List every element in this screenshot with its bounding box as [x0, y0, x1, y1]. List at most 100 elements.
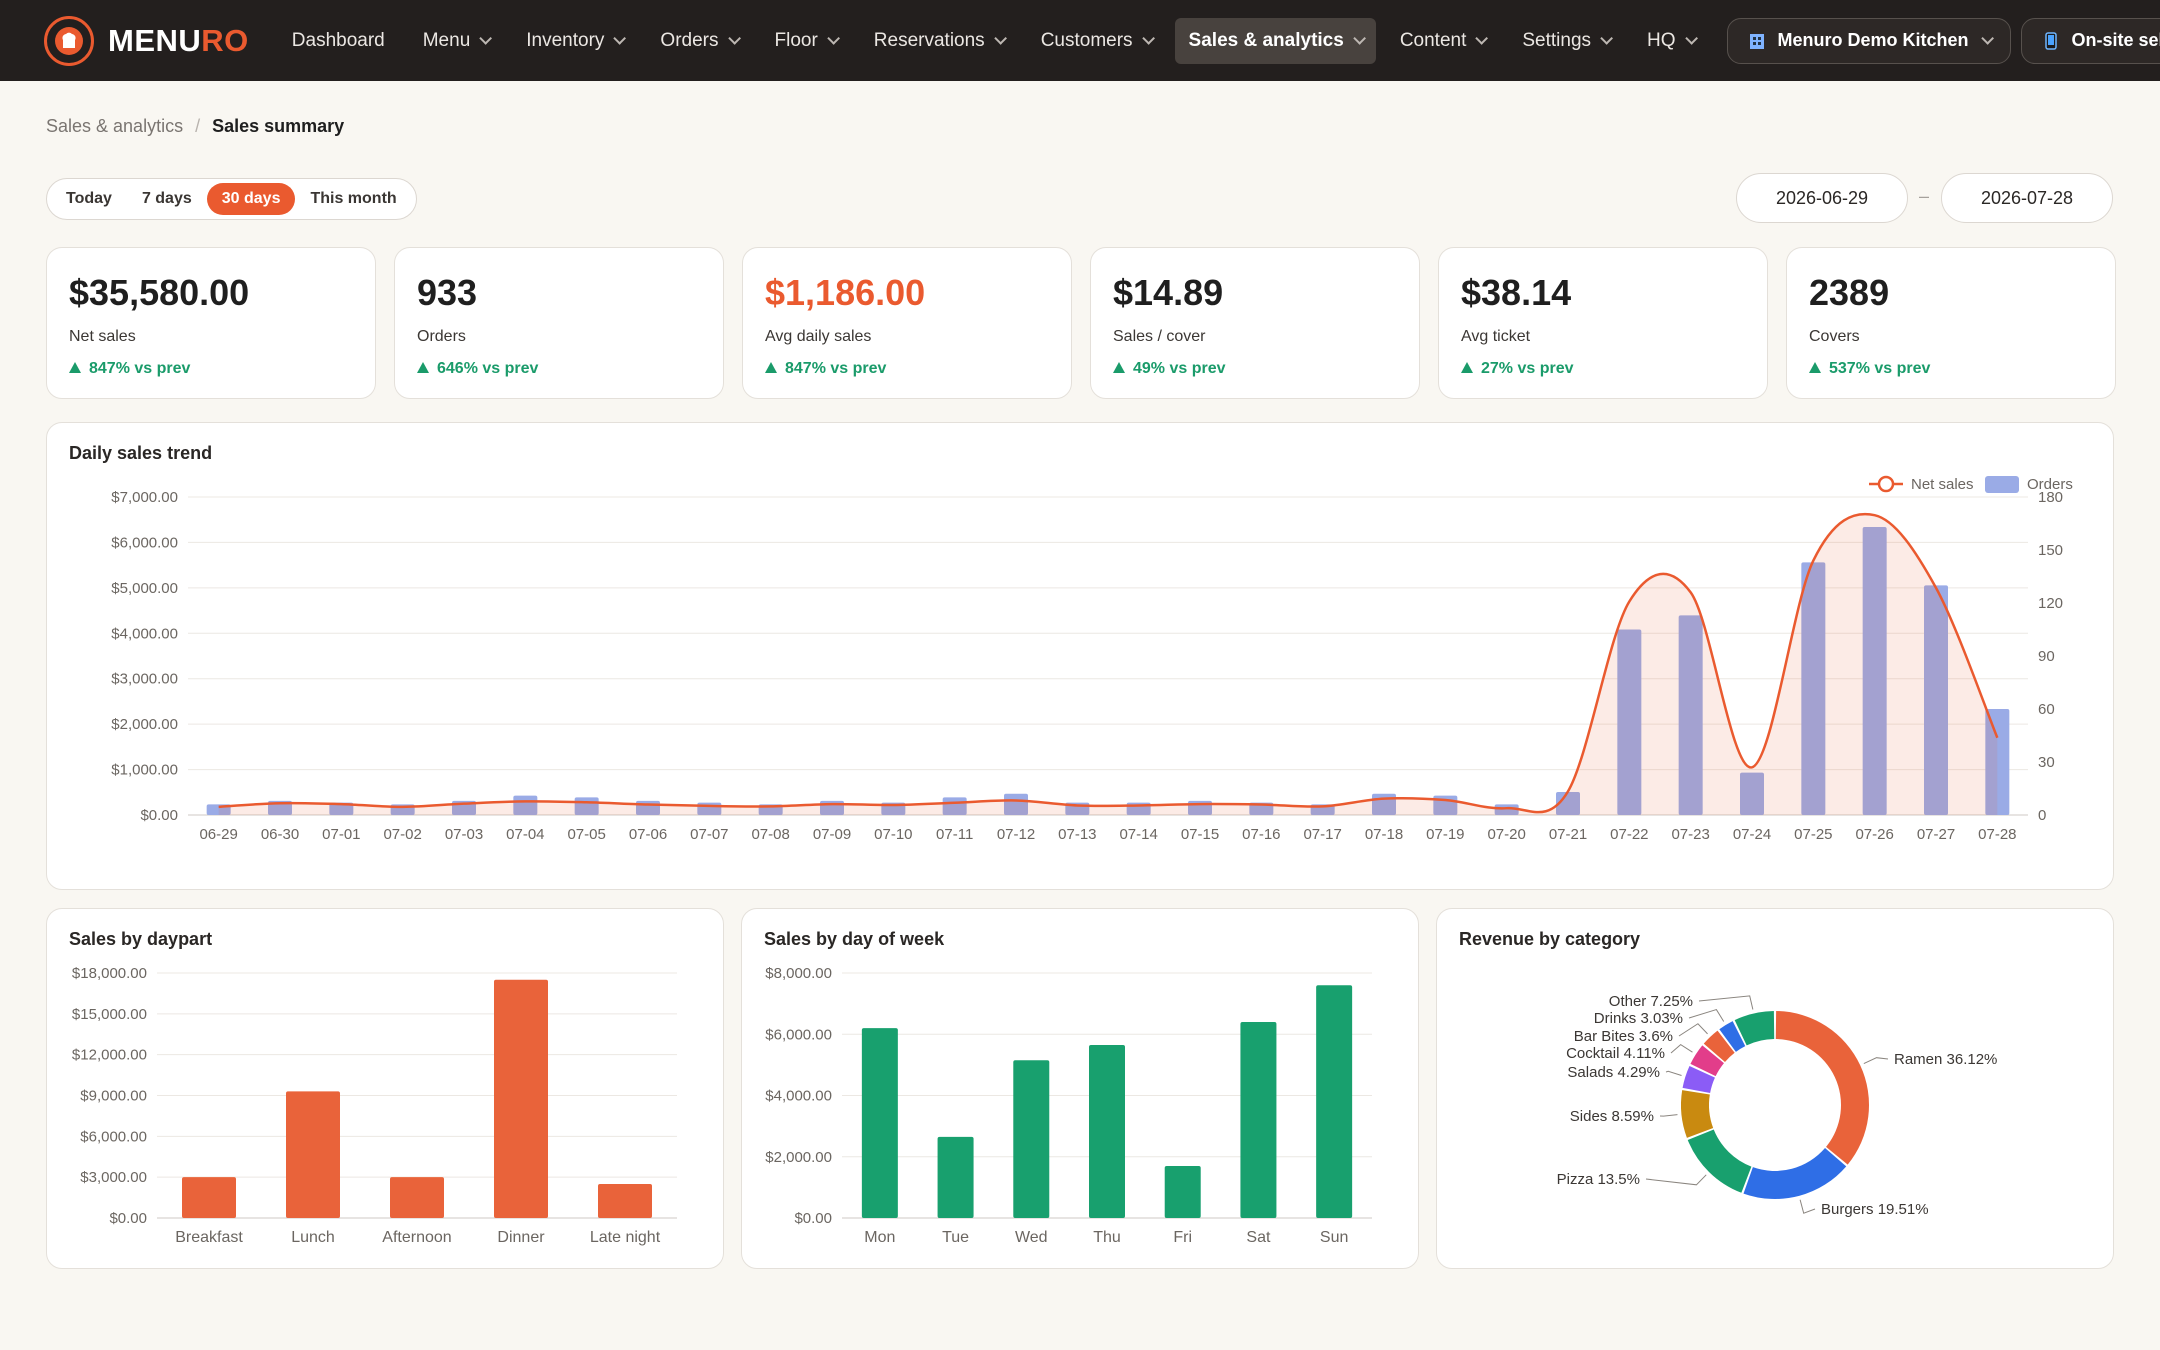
category-donut-chart[interactable]: Ramen 36.12% Burgers 19.51% Pizza 13.5% Sid…	[1437, 909, 2115, 1270]
bar-fri[interactable]	[1164, 1165, 1201, 1218]
x-tick-label: 07-26	[1855, 826, 1893, 843]
chevron-down-icon	[993, 32, 1007, 45]
orders-bar[interactable]	[1740, 772, 1764, 815]
chart-title: Sales by day of week	[764, 929, 945, 949]
start-date-input[interactable]: 2026-06-29	[1736, 173, 1908, 223]
bar-afternoon[interactable]	[390, 1177, 444, 1218]
slice-ramen[interactable]	[1775, 1011, 1869, 1165]
nav-customers[interactable]: Customers	[1027, 18, 1165, 64]
y-tick-label-left: $7,000.00	[111, 489, 178, 506]
location-selector[interactable]: Menuro Demo Kitchen	[1726, 17, 2011, 64]
orders-bar[interactable]	[1801, 562, 1826, 815]
slice-salads[interactable]	[1682, 1065, 1715, 1093]
nav-label: Content	[1399, 29, 1467, 51]
slice-other[interactable]	[1734, 1011, 1775, 1046]
nav-content[interactable]: Content	[1386, 18, 1499, 64]
end-date-input[interactable]: 2026-07-28	[1941, 173, 2113, 223]
x-tick-label: Lunch	[291, 1229, 335, 1246]
building-icon	[1749, 33, 1764, 49]
nav-label: Menu	[422, 29, 471, 51]
x-tick-label: 07-10	[874, 826, 912, 843]
bar-wed[interactable]	[1013, 1060, 1050, 1218]
nav-label: Reservations	[873, 29, 985, 51]
x-tick-label: 07-20	[1487, 826, 1525, 843]
slice-sides[interactable]	[1681, 1090, 1714, 1138]
nav-dashboard[interactable]: Dashboard	[278, 18, 399, 64]
nav-reservations[interactable]: Reservations	[860, 18, 1017, 64]
y-tick-label-right: 150	[2038, 542, 2063, 559]
category-card: Revenue by category Ramen 36.12% Burgers …	[1436, 908, 2114, 1269]
nav-settings[interactable]: Settings	[1508, 18, 1623, 64]
label-leader-line	[1698, 995, 1754, 1010]
kpi-label: Avg ticket	[1461, 328, 1531, 345]
location-label: Menuro Demo Kitchen	[1777, 30, 1969, 50]
y-tick-label-left: $5,000.00	[111, 580, 178, 597]
slice-cocktail[interactable]	[1690, 1045, 1724, 1077]
y-tick-label: $6,000.00	[80, 1128, 147, 1145]
range-today-button[interactable]: Today	[66, 190, 112, 207]
nav-orders[interactable]: Orders	[646, 18, 750, 64]
selforder-button[interactable]: On-site self-order	[2020, 17, 2160, 64]
kpi-card-sales-cover: $14.89 Sales / cover 49% vs prev	[1090, 247, 1420, 399]
slice-bar-bites[interactable]	[1703, 1030, 1735, 1062]
slice-label: Cocktail 4.11%	[1566, 1045, 1665, 1062]
y-tick-label-right: 0	[2038, 807, 2046, 824]
daily-sales-trend-card: Daily sales trend $0.00 $1,000.00 $2,000.0…	[46, 422, 2114, 890]
x-tick-label: 07-21	[1549, 826, 1587, 843]
nav-hq[interactable]: HQ	[1633, 18, 1708, 64]
x-tick-label: Thu	[1093, 1229, 1121, 1246]
bar-mon[interactable]	[861, 1028, 898, 1218]
orders-bar[interactable]	[1862, 527, 1887, 815]
x-tick-label: 07-22	[1610, 826, 1648, 843]
bar-tue[interactable]	[937, 1136, 974, 1218]
orders-bar[interactable]	[1924, 585, 1948, 815]
x-tick-label: Dinner	[497, 1229, 545, 1246]
y-tick-label-left: $2,000.00	[111, 716, 178, 733]
orders-bar[interactable]	[329, 802, 354, 815]
x-tick-label: 07-05	[567, 826, 605, 843]
nav-floor[interactable]: Floor	[761, 18, 850, 64]
orders-bar[interactable]	[1617, 629, 1642, 816]
arrow-up-icon	[69, 362, 81, 373]
nav-label: Floor	[774, 29, 818, 51]
kpi-value: $35,580.00	[69, 272, 250, 313]
chevron-down-icon	[1475, 32, 1489, 45]
daily-sales-trend-chart[interactable]: $0.00 $1,000.00 $2,000.00 $3,000.00 $4,000.0…	[47, 423, 2115, 891]
x-tick-label: Mon	[864, 1229, 895, 1246]
bar-breakfast[interactable]	[182, 1177, 236, 1218]
bar-lunch[interactable]	[286, 1091, 340, 1218]
slice-pizza[interactable]	[1687, 1129, 1752, 1193]
y-tick-label: $3,000.00	[80, 1169, 147, 1186]
nav-label: Sales & analytics	[1188, 29, 1344, 51]
kpi-delta-text: 49% vs prev	[1133, 360, 1226, 377]
bar-dinner[interactable]	[494, 979, 548, 1218]
orders-bar[interactable]	[1004, 793, 1028, 815]
range-this-month-button[interactable]: This month	[310, 190, 397, 207]
range-7-days-button[interactable]: 7 days	[141, 190, 192, 207]
breadcrumb-parent[interactable]: Sales & analytics	[46, 116, 184, 136]
slice-burgers[interactable]	[1743, 1148, 1847, 1199]
orders-bar[interactable]	[1985, 709, 2010, 815]
brand[interactable]: MENURO	[44, 15, 249, 66]
bar-late-night[interactable]	[598, 1183, 652, 1218]
dayofweek-chart[interactable]: $0.00 $2,000.00 $4,000.00 $6,000.00 $8,000.0…	[742, 909, 1420, 1270]
slice-drinks[interactable]	[1719, 1021, 1746, 1052]
nav-label: Settings	[1522, 29, 1592, 51]
label-leader-line	[1863, 1057, 1889, 1065]
y-tick-label: $2,000.00	[765, 1149, 832, 1166]
range-30-days-button[interactable]: 30 days	[206, 183, 296, 215]
chevron-down-icon	[1980, 32, 1994, 45]
bar-thu[interactable]	[1089, 1044, 1125, 1218]
bar-sat[interactable]	[1240, 1022, 1277, 1218]
chart-title: Daily sales trend	[69, 443, 213, 463]
daypart-chart[interactable]: $0.00 $3,000.00 $6,000.00 $9,000.00 $12,000.…	[47, 909, 725, 1270]
bar-sun[interactable]	[1316, 985, 1353, 1218]
nav-inventory[interactable]: Inventory	[512, 18, 636, 64]
x-tick-label: 07-06	[629, 826, 667, 843]
nav-sales-analytics[interactable]: Sales & analytics	[1174, 17, 1376, 64]
chevron-down-icon	[827, 32, 840, 45]
orders-bar[interactable]	[1678, 615, 1703, 815]
orders-bar[interactable]	[1556, 792, 1580, 815]
nav-menu[interactable]: Menu	[409, 18, 503, 64]
net-sales-line[interactable]	[218, 512, 1999, 814]
